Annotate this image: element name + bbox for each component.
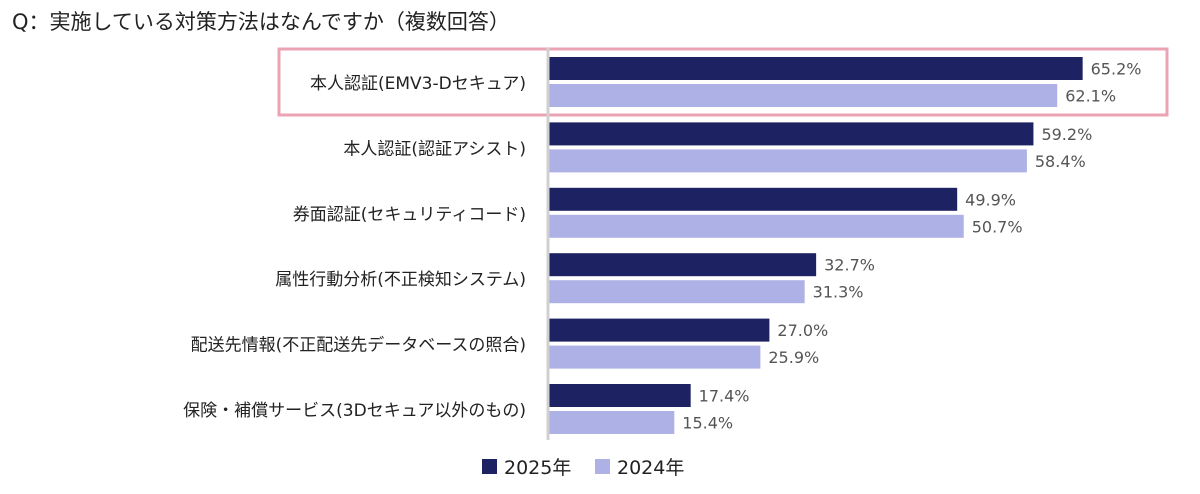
value-label: 31.3% xyxy=(813,283,864,302)
value-label: 25.9% xyxy=(768,348,819,367)
value-label: 65.2% xyxy=(1091,60,1142,79)
bar-2024 xyxy=(548,214,964,238)
value-label: 58.4% xyxy=(1035,152,1086,171)
value-label: 32.7% xyxy=(824,256,875,275)
chart-title: Q：実施している対策方法はなんですか（複数回答） xyxy=(12,10,510,34)
bar-2025 xyxy=(548,122,1034,146)
bar-2025 xyxy=(548,57,1083,80)
bar-2025 xyxy=(548,384,691,407)
category-label: 本人認証(認証アシスト) xyxy=(343,139,526,159)
category-label: 券面認証(セキュリティコード) xyxy=(293,205,526,225)
highlight-box xyxy=(277,47,1169,117)
category-label: 配送先情報(不正配送先データベースの照合) xyxy=(191,335,526,356)
value-label: 27.0% xyxy=(777,321,828,340)
value-label: 59.2% xyxy=(1041,125,1092,144)
bar-2024 xyxy=(548,411,675,434)
legend-swatch xyxy=(482,459,497,474)
bar-2025 xyxy=(548,187,958,211)
legend-swatch xyxy=(595,459,610,474)
value-label: 15.4% xyxy=(682,414,733,433)
bar-2025 xyxy=(548,253,817,277)
legend-label: 2024年 xyxy=(617,457,684,479)
legend-label: 2025年 xyxy=(504,457,571,479)
category-label: 属性行動分析(不正検知システム) xyxy=(275,270,526,290)
value-label: 50.7% xyxy=(972,217,1023,236)
bar-2024 xyxy=(548,149,1027,173)
bar-2024 xyxy=(548,280,805,304)
bar-2025 xyxy=(548,318,770,342)
category-label: 本人認証(EMV3-Dセキュア) xyxy=(310,74,526,94)
category-label: 保険・補償サービス(3Dセキュア以外のもの) xyxy=(183,401,526,421)
value-label: 17.4% xyxy=(699,387,750,406)
value-label: 62.1% xyxy=(1065,87,1116,106)
bar-2024 xyxy=(548,84,1058,107)
value-label: 49.9% xyxy=(965,190,1016,209)
bar-2024 xyxy=(548,345,761,369)
